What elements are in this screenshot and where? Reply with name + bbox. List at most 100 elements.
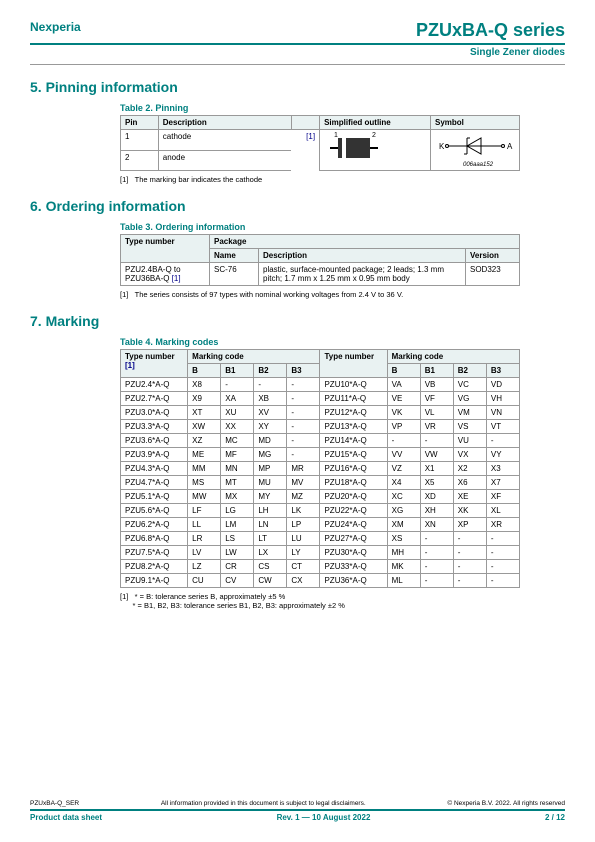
table-cell: MU <box>254 476 287 490</box>
svg-text:A: A <box>507 142 513 151</box>
table-cell: PZU11*A-Q <box>320 392 387 406</box>
pin1-desc: cathode <box>158 130 291 151</box>
table-cell: VE <box>387 392 420 406</box>
table-cell: LM <box>221 518 254 532</box>
table-cell: LK <box>287 504 320 518</box>
table-cell: PZU3.6*A-Q <box>121 434 188 448</box>
table-cell: LT <box>254 532 287 546</box>
col-name: Name <box>210 249 259 263</box>
svg-text:2: 2 <box>372 132 376 139</box>
symbol-drawing: K A 006aaa152 <box>431 130 520 171</box>
table-cell: CW <box>254 574 287 588</box>
table-cell: PZU18*A-Q <box>320 476 387 490</box>
table-cell: XU <box>221 406 254 420</box>
table-row: PZU6.2*A-QLLLMLNLPPZU24*A-QXMXNXPXR <box>121 518 520 532</box>
table-cell: PZU33*A-Q <box>320 560 387 574</box>
ordering-table: Type number Package Name Description Ver… <box>120 234 520 286</box>
table4-caption: Table 4. Marking codes <box>120 337 565 347</box>
col-mark-l: Marking code <box>188 350 320 364</box>
table-cell: MR <box>287 462 320 476</box>
order-desc: plastic, surface-mounted package; 2 lead… <box>259 263 466 286</box>
pin1: 1 <box>121 130 159 151</box>
table-cell: X1 <box>420 462 453 476</box>
table-row: PZU7.5*A-QLVLWLXLYPZU30*A-QMH--- <box>121 546 520 560</box>
table-cell: CU <box>188 574 221 588</box>
sec5-heading: 5. Pinning information <box>30 79 565 95</box>
outline-drawing: 1 2 <box>320 130 431 171</box>
table-cell: - <box>486 574 519 588</box>
footer-center: Rev. 1 — 10 August 2022 <box>277 813 371 822</box>
table3-caption: Table 3. Ordering information <box>120 222 565 232</box>
table-cell: - <box>287 434 320 448</box>
col-b1-r: B1 <box>420 364 453 378</box>
table-cell: PZU2.7*A-Q <box>121 392 188 406</box>
table-cell: PZU6.2*A-Q <box>121 518 188 532</box>
table-cell: VK <box>387 406 420 420</box>
table-cell: XF <box>486 490 519 504</box>
table-cell: XT <box>188 406 221 420</box>
table-cell: - <box>287 378 320 392</box>
table-cell: VA <box>387 378 420 392</box>
table-cell: MT <box>221 476 254 490</box>
table-cell: LV <box>188 546 221 560</box>
table-cell: X8 <box>188 378 221 392</box>
table-cell: LW <box>221 546 254 560</box>
table-cell: VZ <box>387 462 420 476</box>
table-cell: VY <box>486 448 519 462</box>
pin2-desc: anode <box>158 150 291 171</box>
table-cell: VB <box>420 378 453 392</box>
table-cell: MZ <box>287 490 320 504</box>
table-cell: PZU36*A-Q <box>320 574 387 588</box>
table-cell: MN <box>221 462 254 476</box>
table-cell: XD <box>420 490 453 504</box>
table-cell: XL <box>486 504 519 518</box>
footer-left: Product data sheet <box>30 813 102 822</box>
table-cell: XB <box>254 392 287 406</box>
table-cell: XH <box>420 504 453 518</box>
table-cell: LU <box>287 532 320 546</box>
table-cell: - <box>387 434 420 448</box>
sec6-heading: 6. Ordering information <box>30 198 565 214</box>
table-cell: VF <box>420 392 453 406</box>
table-cell: PZU5.1*A-Q <box>121 490 188 504</box>
table-cell: LY <box>287 546 320 560</box>
col-desc: Description <box>158 116 291 130</box>
table-cell: XC <box>387 490 420 504</box>
col-pin: Pin <box>121 116 159 130</box>
table-row: PZU3.6*A-QXZMCMD-PZU14*A-Q--VU- <box>121 434 520 448</box>
col-b2-r: B2 <box>453 364 486 378</box>
footer-right: 2 / 12 <box>545 813 565 822</box>
table-cell: PZU27*A-Q <box>320 532 387 546</box>
col-blank <box>291 116 319 130</box>
table-cell: LX <box>254 546 287 560</box>
pin1-ref: [1] <box>306 132 315 141</box>
table-cell: CR <box>221 560 254 574</box>
table-cell: VT <box>486 420 519 434</box>
table-cell: PZU7.5*A-Q <box>121 546 188 560</box>
table-cell: XX <box>221 420 254 434</box>
table-row: PZU2.4*A-QX8---PZU10*A-QVAVBVCVD <box>121 378 520 392</box>
order-version: SOD323 <box>466 263 520 286</box>
table-cell: MY <box>254 490 287 504</box>
col-outline: Simplified outline <box>320 116 431 130</box>
table-cell: XK <box>453 504 486 518</box>
table-cell: PZU3.3*A-Q <box>121 420 188 434</box>
table-cell: - <box>420 532 453 546</box>
table-cell: ML <box>387 574 420 588</box>
table-cell: X6 <box>453 476 486 490</box>
table-cell: XS <box>387 532 420 546</box>
table-cell: CV <box>221 574 254 588</box>
table-cell: PZU3.9*A-Q <box>121 448 188 462</box>
table-cell: - <box>486 434 519 448</box>
table-cell: - <box>287 392 320 406</box>
table-cell: PZU16*A-Q <box>320 462 387 476</box>
table-cell: - <box>254 378 287 392</box>
table-row: PZU4.7*A-QMSMTMUMVPZU18*A-QX4X5X6X7 <box>121 476 520 490</box>
pin2: 2 <box>121 150 159 171</box>
table-cell: - <box>486 546 519 560</box>
svg-text:006aaa152: 006aaa152 <box>463 162 494 168</box>
table-cell: PZU14*A-Q <box>320 434 387 448</box>
table-row: PZU2.7*A-QX9XAXB-PZU11*A-QVEVFVGVH <box>121 392 520 406</box>
footer-disclaimer: All information provided in this documen… <box>161 800 366 807</box>
table-cell: MH <box>387 546 420 560</box>
